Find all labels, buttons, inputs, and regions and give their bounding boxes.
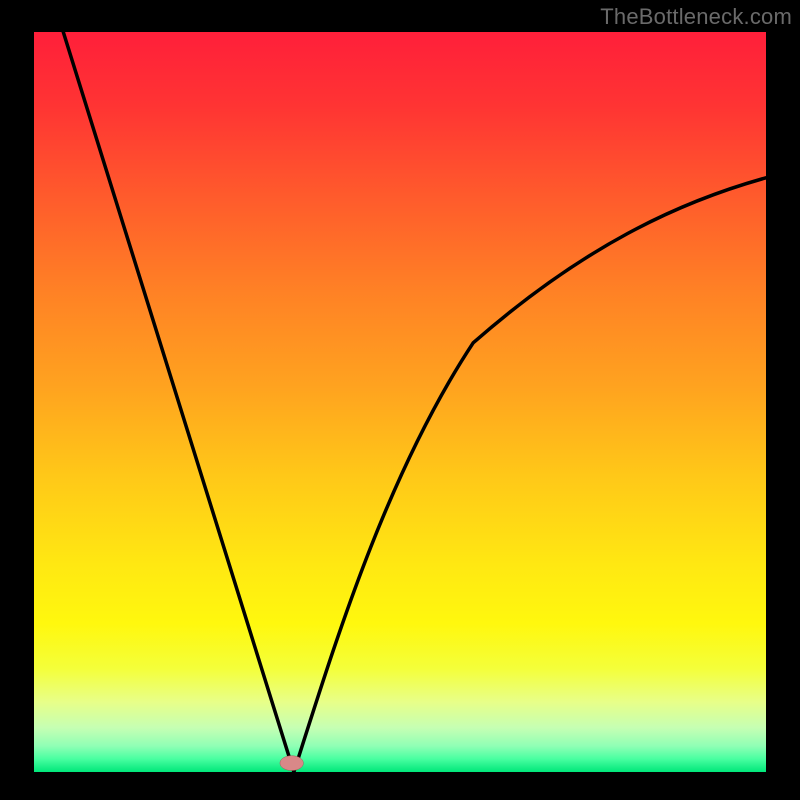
attribution-label: TheBottleneck.com bbox=[600, 4, 792, 30]
plot-svg bbox=[34, 32, 766, 772]
figure-root: TheBottleneck.com bbox=[0, 0, 800, 800]
min-marker bbox=[280, 756, 303, 771]
plot-area bbox=[34, 32, 766, 772]
gradient-background bbox=[34, 32, 766, 772]
